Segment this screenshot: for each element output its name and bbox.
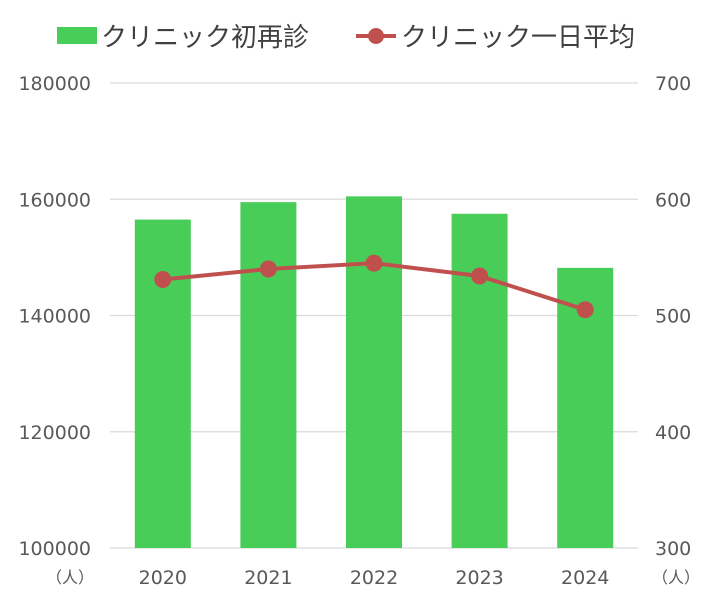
line-series [154, 254, 594, 319]
bar-2023 [451, 213, 508, 548]
bar-2022 [346, 196, 402, 548]
line-point-2021 [259, 260, 277, 278]
left-tick-label: 140000 [18, 306, 91, 328]
right-tick-label: 500 [655, 306, 691, 328]
x-tick-label: 2020 [139, 567, 187, 589]
x-tick-label: 2024 [561, 567, 609, 589]
left-axis-ticks: 180000 160000 140000 120000 100000 [18, 73, 91, 560]
line-point-2023 [471, 267, 489, 285]
bar-2021 [240, 202, 297, 548]
left-tick-label: 160000 [18, 189, 91, 211]
x-tick-label: 2021 [244, 567, 292, 589]
right-tick-label: 600 [655, 189, 691, 211]
right-tick-label: 400 [655, 422, 691, 444]
bar-2020 [134, 219, 191, 548]
legend-bar-swatch [57, 27, 97, 44]
left-tick-label: 100000 [18, 538, 91, 560]
left-axis-unit: （人） [46, 568, 94, 587]
legend-bar-label: クリニック初再診 [101, 23, 309, 53]
right-tick-label: 700 [655, 73, 691, 95]
legend-line-label: クリニック一日平均 [401, 23, 635, 53]
bar-series [134, 196, 614, 548]
left-tick-label: 180000 [18, 73, 91, 95]
left-tick-label: 120000 [18, 422, 91, 444]
x-tick-label: 2022 [350, 567, 398, 589]
x-axis-ticks: 2020 2021 2022 2023 2024 [139, 567, 610, 589]
x-tick-label: 2023 [455, 567, 503, 589]
legend-line-marker [368, 28, 384, 44]
line-point-2020 [154, 270, 172, 288]
line-point-2022 [365, 254, 383, 272]
legend: クリニック初再診 クリニック一日平均 [57, 23, 635, 53]
right-tick-label: 300 [655, 538, 691, 560]
right-axis-ticks: 700 600 500 400 300 [655, 73, 691, 560]
right-axis-unit: （人） [652, 568, 700, 587]
line-point-2024 [576, 301, 594, 319]
